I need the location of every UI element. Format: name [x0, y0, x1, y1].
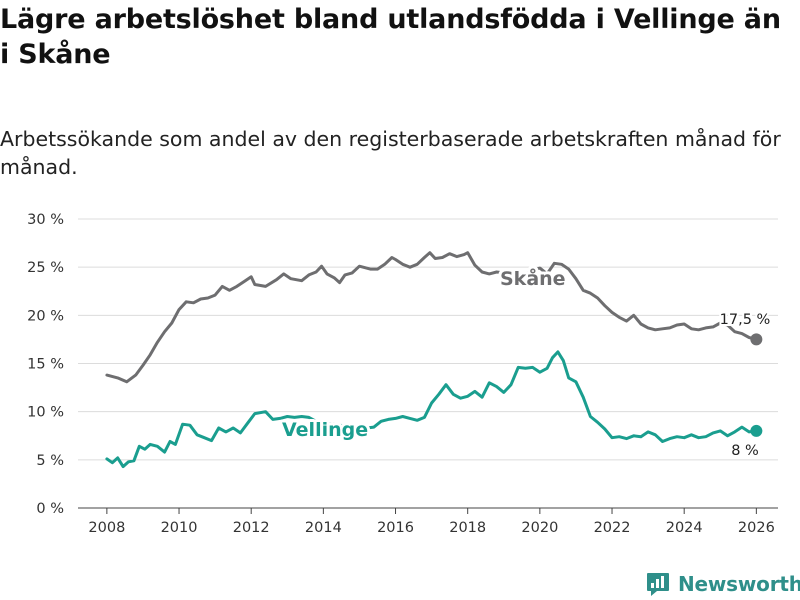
y-tick-label: 15 %	[27, 357, 64, 373]
y-tick-label: 30 %	[27, 212, 64, 228]
x-tick-label: 2024	[666, 520, 703, 536]
series-end-marker-vellinge	[750, 424, 763, 437]
x-tick-label: 2008	[88, 520, 125, 536]
series-label-vellinge: Vellinge	[282, 419, 368, 441]
y-tick-label: 5 %	[36, 453, 64, 469]
x-tick-label: 2012	[233, 520, 270, 536]
chart-subtitle: Arbetssökande som andel av den registerb…	[0, 127, 781, 179]
chart-title: Lägre arbetslöshet bland utlandsfödda i …	[0, 4, 781, 70]
y-tick-label: 0 %	[36, 501, 64, 517]
x-tick-label: 2020	[521, 520, 558, 536]
series-label-skane: Skåne	[500, 266, 566, 290]
y-tick-label: 10 %	[27, 405, 64, 421]
series-line-vellinge	[105, 350, 758, 469]
x-tick-label: 2010	[161, 520, 198, 536]
x-tick-label: 2016	[377, 520, 414, 536]
series-line-skåne	[105, 251, 758, 384]
series-end-marker-skåne	[750, 333, 763, 346]
x-tick-label: 2022	[594, 520, 631, 536]
end-value-label-vellinge: 8 %	[731, 443, 759, 459]
brand-logo: Newsworthy	[645, 570, 800, 598]
newsworthy-logo-icon	[647, 573, 669, 596]
brand-name: Newsworthy	[678, 572, 800, 596]
x-tick-label: 2014	[305, 520, 342, 536]
x-tick-label: 2018	[449, 520, 486, 536]
y-tick-label: 25 %	[27, 260, 64, 276]
y-tick-label: 20 %	[27, 308, 64, 324]
end-value-label-skane: 17,5 %	[720, 312, 771, 328]
x-tick-label: 2026	[738, 520, 775, 536]
